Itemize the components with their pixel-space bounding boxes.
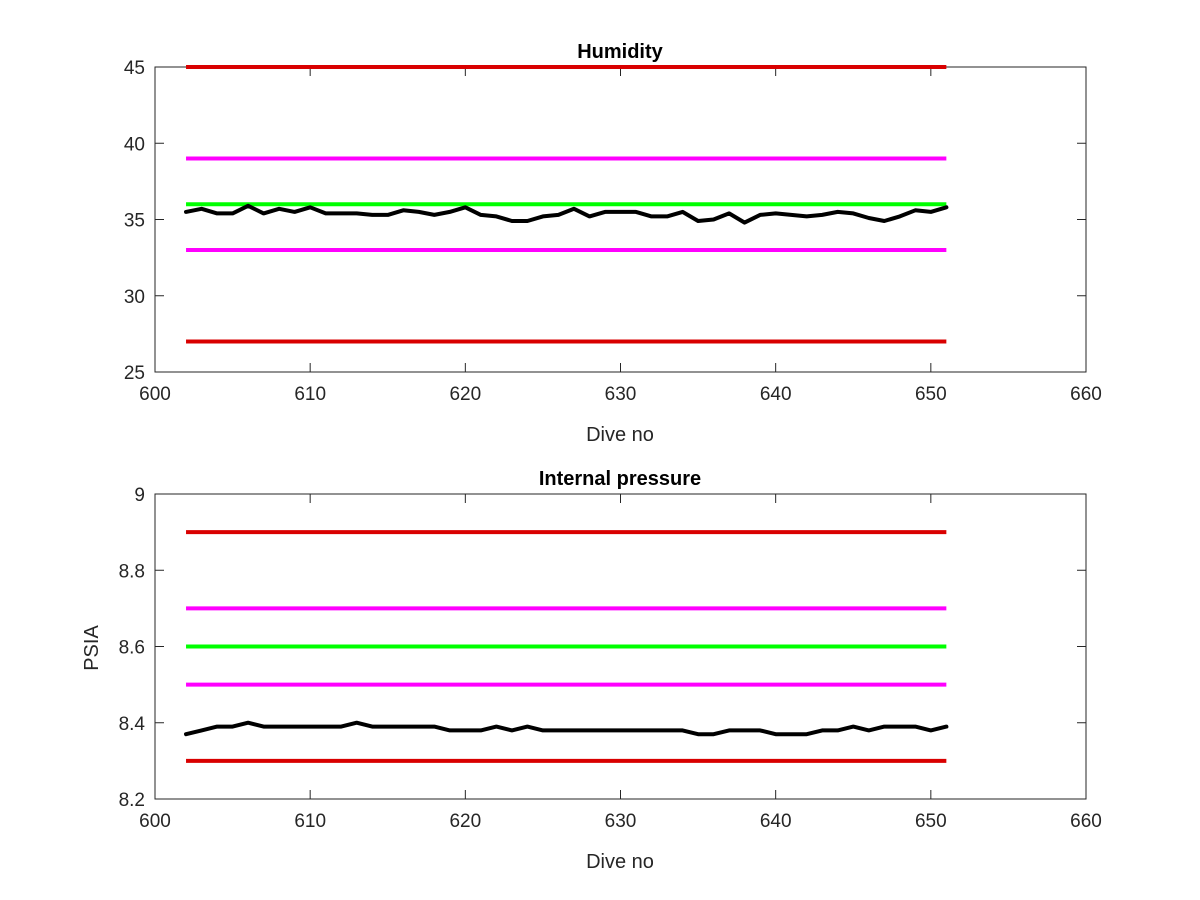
y-tick-label: 9 xyxy=(134,485,145,506)
x-tick-label: 620 xyxy=(449,811,481,832)
y-tick-label: 8.6 xyxy=(119,638,145,659)
y-tick-label: 40 xyxy=(124,134,145,155)
x-tick-label: 630 xyxy=(605,384,637,405)
y-tick-label: 30 xyxy=(124,287,145,308)
x-tick-label: 650 xyxy=(915,811,947,832)
x-tick-label: 640 xyxy=(760,811,792,832)
chart-title: Internal pressure xyxy=(539,468,701,490)
plot-frame xyxy=(154,66,1087,373)
chart-title: Humidity xyxy=(577,41,663,63)
humidity-chart: Humidity Dive no 600 610 620 630 640 650 660 25… xyxy=(124,41,1102,446)
x-tick-label: 660 xyxy=(1070,384,1102,405)
x-tick-label: 610 xyxy=(294,811,326,832)
x-tick-label: 630 xyxy=(605,811,637,832)
x-axis-label: Dive no xyxy=(586,424,654,446)
x-tick-label: 600 xyxy=(139,811,171,832)
x-tick-label: 610 xyxy=(294,384,326,405)
y-tick-label: 45 xyxy=(124,58,145,79)
x-tick-label: 620 xyxy=(449,384,481,405)
x-tick-label: 640 xyxy=(760,384,792,405)
series-line xyxy=(184,203,949,225)
y-tick-label: 25 xyxy=(124,363,145,384)
x-tick-label: 650 xyxy=(915,384,947,405)
x-tick-label: 600 xyxy=(139,384,171,405)
y-axis-label: PSIA xyxy=(81,625,103,671)
y-tick-label: 8.4 xyxy=(119,714,146,735)
y-tick-label: 8.8 xyxy=(119,561,145,582)
x-tick-label: 660 xyxy=(1070,811,1102,832)
internal-pressure-chart: Internal pressure Dive no PSIA 600 610 620… xyxy=(81,468,1102,873)
y-tick-label: 8.2 xyxy=(119,790,145,811)
series-line xyxy=(184,720,949,737)
x-axis-label: Dive no xyxy=(586,851,654,873)
y-tick-label: 35 xyxy=(124,211,145,232)
